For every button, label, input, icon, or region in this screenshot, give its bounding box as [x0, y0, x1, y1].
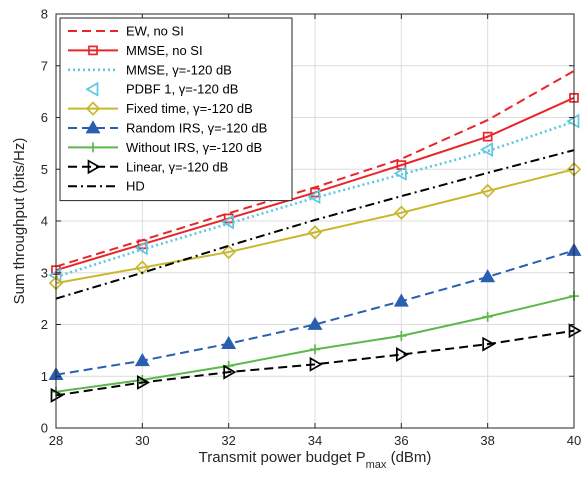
- y-tick-label: 2: [41, 317, 48, 332]
- legend-entry-2: MMSE, γ=-120 dB: [68, 62, 232, 77]
- data-point: [307, 225, 323, 240]
- x-axis-label-unit: (dBm): [386, 449, 431, 466]
- x-tick-label: 36: [394, 433, 408, 448]
- data-point: [136, 374, 151, 390]
- x-axis-label-subscript: max: [366, 459, 387, 471]
- legend-marker: [85, 120, 101, 134]
- y-tick-label: 5: [41, 162, 48, 177]
- data-point: [223, 364, 237, 380]
- legend-label: PDBF 1, γ=-120 dB: [126, 82, 238, 97]
- series-line: [55, 120, 575, 279]
- y-tick-label: 7: [41, 58, 48, 73]
- y-tick-label: 6: [41, 110, 48, 125]
- y-tick-label: 0: [41, 421, 48, 436]
- data-point: [393, 293, 409, 307]
- x-axis-label: Transmit power budget Pmax (dBm): [199, 449, 432, 471]
- x-tick-label: 40: [567, 433, 581, 448]
- legend-entry-6: Without IRS, γ=-120 dB: [68, 140, 262, 155]
- legend-marker: [88, 45, 98, 56]
- legend-label: MMSE, γ=-120 dB: [126, 62, 232, 77]
- series-3: [48, 113, 580, 283]
- y-tick-label: 1: [41, 369, 48, 384]
- x-tick-label: 32: [221, 433, 235, 448]
- data-point: [310, 344, 320, 355]
- data-point: [480, 183, 495, 199]
- y-tick-label: 4: [41, 214, 48, 229]
- legend-entry-1: MMSE, no SI: [68, 43, 203, 58]
- x-tick-label: 30: [135, 433, 149, 448]
- data-point: [396, 330, 407, 341]
- legend-marker: [88, 142, 98, 153]
- y-axis-label: Sum throughput (bits/Hz): [11, 138, 28, 305]
- data-point: [482, 336, 496, 352]
- data-point: [393, 165, 407, 181]
- series-7: [50, 323, 582, 403]
- legend-entry-7: Linear, γ=-120 dB: [68, 159, 228, 174]
- legend: EW, no SI MMSE, no SI MMSE, γ=-120 dB PDBF …: [59, 17, 293, 202]
- data-point: [50, 387, 64, 403]
- series-8: [55, 149, 575, 300]
- series-layer: [48, 70, 582, 403]
- y-tick-label: 8: [41, 7, 48, 22]
- legend-entry-8: HD: [68, 179, 145, 194]
- legend-entry-4: Fixed time, γ=-120 dB: [68, 101, 253, 116]
- series-2: [55, 120, 575, 279]
- legend-label: Random IRS, γ=-120 dB: [126, 121, 267, 136]
- legend-label: HD: [126, 179, 145, 194]
- legend-label: MMSE, no SI: [126, 43, 203, 58]
- legend-label: Linear, γ=-120 dB: [126, 159, 228, 174]
- legend-marker: [85, 81, 99, 97]
- data-point: [309, 356, 323, 372]
- data-point: [134, 353, 150, 367]
- legend-label: EW, no SI: [126, 24, 184, 39]
- data-point: [568, 323, 582, 339]
- data-point: [220, 214, 235, 230]
- series-line: [55, 329, 575, 397]
- series-line: [55, 149, 575, 300]
- x-axis-label-main: Transmit power budget P: [199, 449, 366, 466]
- data-point: [307, 316, 323, 330]
- data-point: [566, 113, 580, 129]
- y-tick-label: 3: [41, 265, 48, 280]
- legend-entry-5: Random IRS, γ=-120 dB: [68, 120, 267, 136]
- series-line: [55, 168, 575, 285]
- data-point: [482, 131, 493, 142]
- data-point: [221, 335, 237, 349]
- legend-entry-0: EW, no SI: [68, 24, 184, 39]
- legend-label: Without IRS, γ=-120 dB: [126, 140, 262, 155]
- series-4: [48, 162, 582, 291]
- data-point: [134, 240, 148, 256]
- data-point: [482, 311, 493, 322]
- legend-marker: [87, 159, 101, 175]
- data-point: [221, 244, 236, 260]
- data-point: [480, 269, 496, 283]
- legend-marker: [85, 101, 101, 116]
- x-tick-label: 34: [308, 433, 322, 448]
- x-tick-label: 28: [49, 433, 63, 448]
- legend-entry-3: PDBF 1, γ=-120 dB: [85, 81, 238, 97]
- data-point: [394, 205, 409, 220]
- data-point: [307, 189, 321, 205]
- legend-label: Fixed time, γ=-120 dB: [126, 101, 253, 116]
- x-tick-label: 38: [480, 433, 494, 448]
- data-point: [395, 347, 410, 362]
- data-point: [479, 142, 494, 158]
